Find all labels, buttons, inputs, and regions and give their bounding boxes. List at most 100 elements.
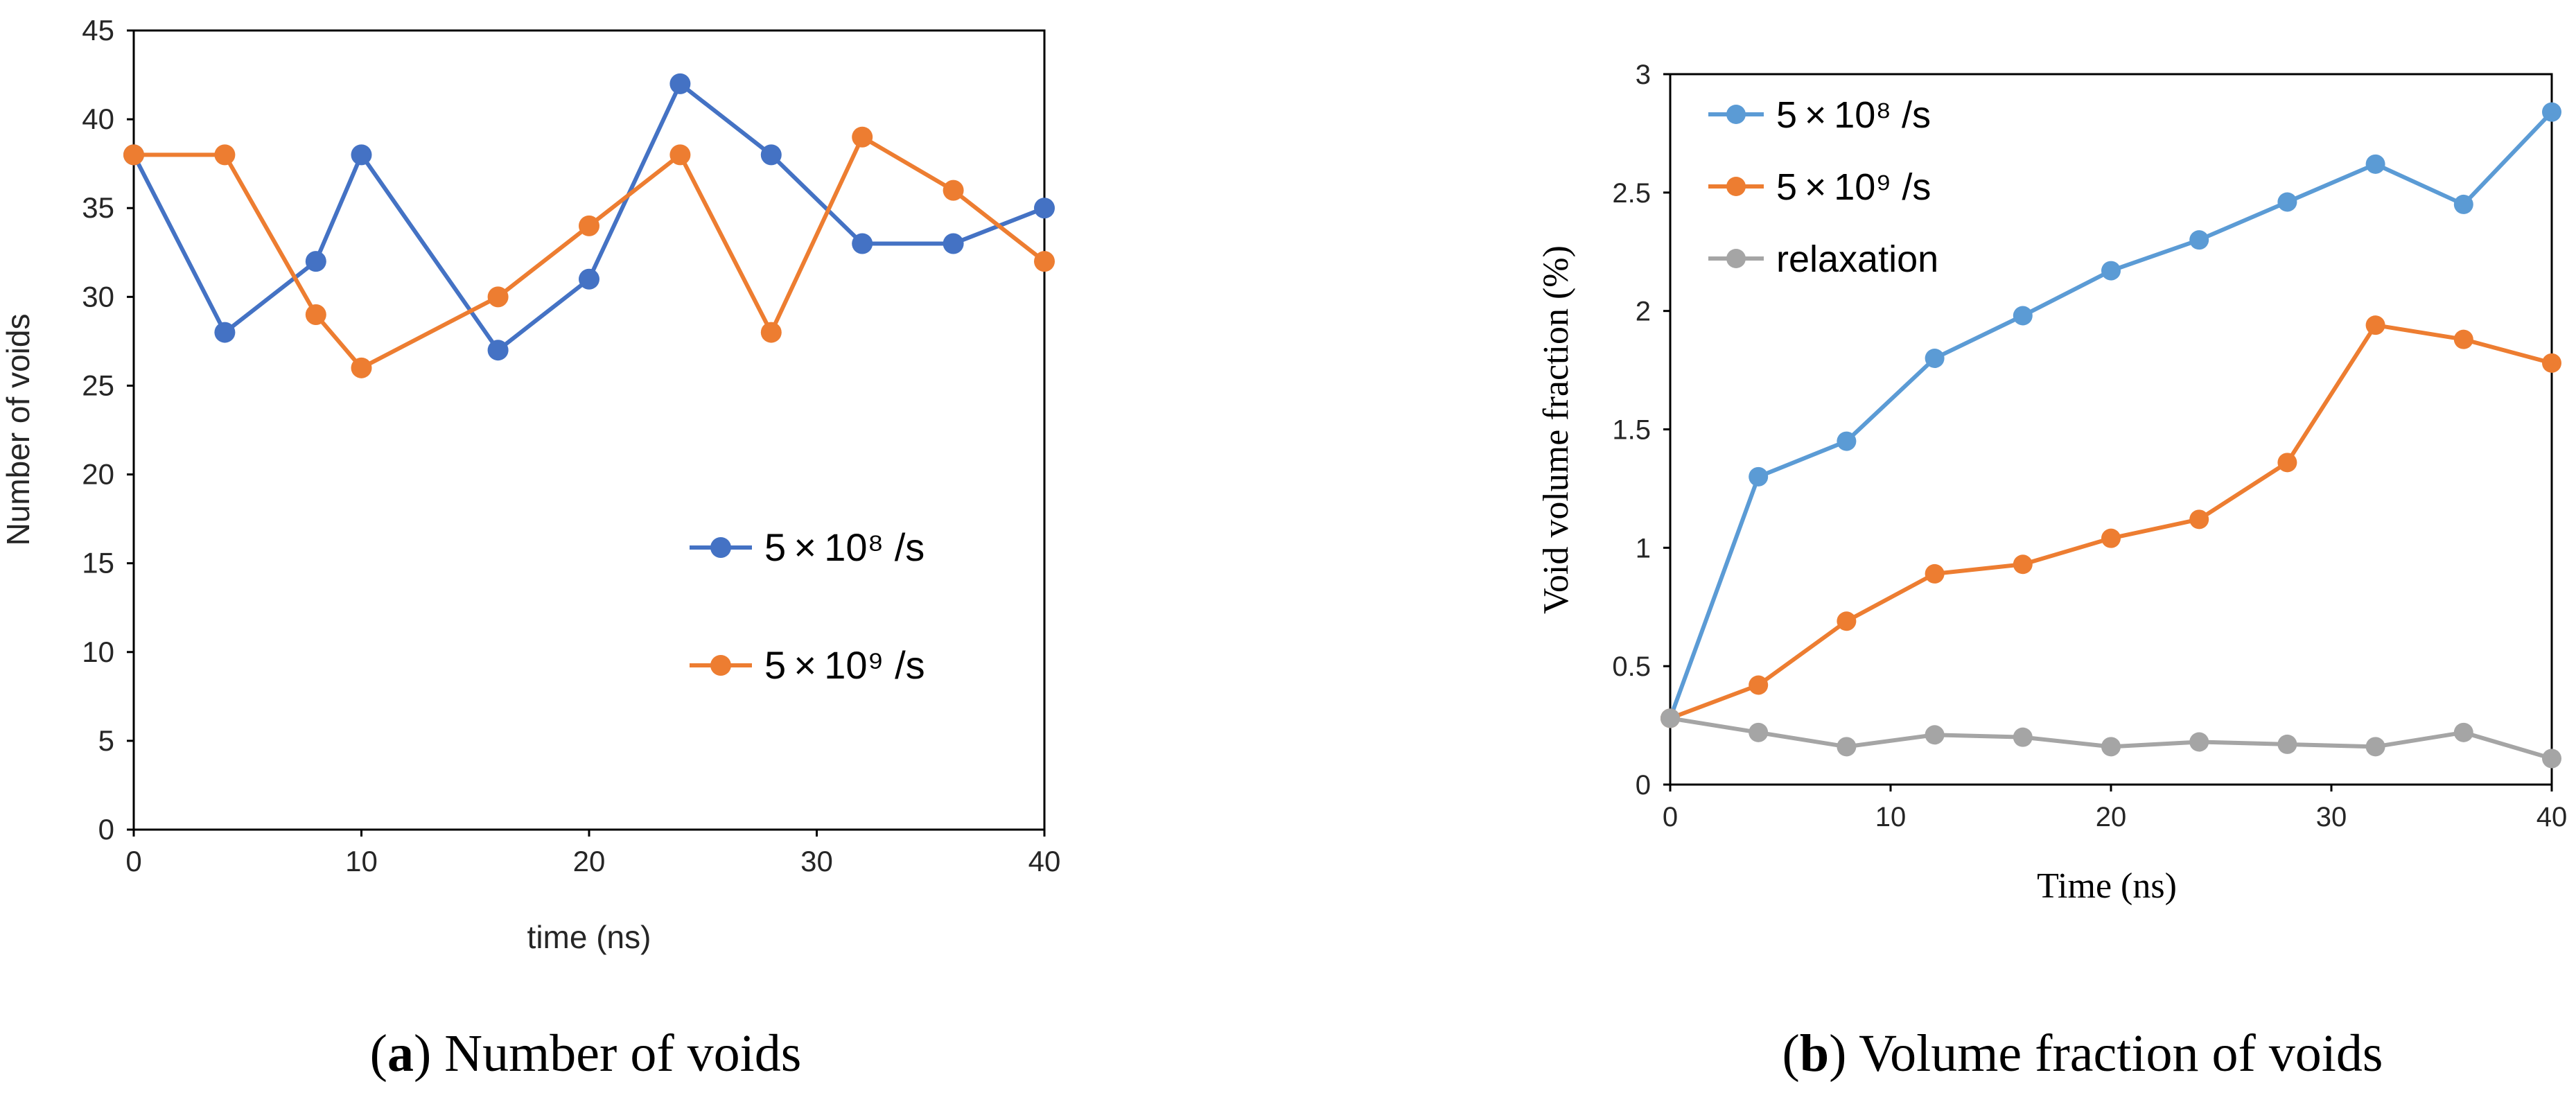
data-point: [2189, 732, 2209, 752]
data-point: [1925, 725, 1945, 745]
data-point: [1837, 737, 1857, 757]
data-point: [305, 251, 326, 272]
data-point: [214, 322, 236, 343]
y-tick-label: 1: [1636, 533, 1651, 563]
y-tick-label: 45: [82, 14, 114, 46]
data-point: [1749, 722, 1769, 742]
data-point: [1749, 466, 1769, 487]
x-tick-label: 20: [2096, 802, 2127, 832]
series-1: [123, 126, 1055, 378]
y-tick-label: 10: [82, 636, 114, 668]
series-line: [134, 134, 1046, 370]
x-tick-label: 0: [1663, 802, 1678, 832]
x-tick-label: 10: [1875, 802, 1907, 832]
plot-frame: [132, 29, 1046, 831]
y-tick-label: 2.5: [1612, 178, 1651, 209]
caption-letter: b: [1800, 1024, 1829, 1083]
series-line: [1669, 323, 2552, 721]
y-tick-label: 40: [82, 103, 114, 135]
legend-label: 5 × 10⁸ /s: [1776, 94, 1931, 136]
legend-label: relaxation: [1776, 238, 1938, 280]
caption-paren: ): [1829, 1024, 1859, 1083]
caption-letter: a: [387, 1024, 414, 1083]
y-tick-label: 0.5: [1612, 651, 1651, 682]
x-tick-label: 0: [125, 845, 141, 877]
data-point: [2365, 154, 2385, 174]
data-point: [2365, 737, 2385, 757]
data-point: [2189, 509, 2209, 530]
series-2: [1661, 708, 2561, 769]
data-point: [669, 73, 691, 94]
data-point: [487, 340, 509, 361]
y-tick-label: 30: [82, 280, 114, 313]
x-axis-title: Time (ns): [2037, 866, 2177, 906]
data-point: [760, 144, 782, 166]
legend-label: 5 × 10⁹ /s: [764, 643, 925, 687]
x-tick-label: 20: [573, 845, 606, 877]
data-point: [2542, 353, 2561, 373]
caption-b: (b) Volume fraction of voids: [1782, 1024, 2383, 1083]
caption-a: (a) Number of voids: [370, 1024, 802, 1083]
y-tick-label: 3: [1636, 60, 1651, 90]
data-point: [2013, 554, 2033, 575]
data-point: [2101, 528, 2121, 548]
y-tick-label: 0: [1636, 770, 1651, 801]
data-point: [579, 215, 599, 236]
x-tick-label: 30: [800, 845, 833, 877]
caption-text: Number of voids: [444, 1024, 801, 1083]
y-tick-label: 5: [98, 724, 114, 757]
data-point: [943, 180, 964, 201]
y-tick-label: 15: [82, 547, 114, 579]
legend-swatch-marker: [1726, 249, 1746, 268]
data-point: [760, 322, 782, 343]
series-0: [1661, 102, 2561, 728]
data-point: [2277, 192, 2297, 212]
data-point: [943, 233, 964, 254]
caption-paren: ): [414, 1024, 444, 1083]
data-point: [1034, 198, 1055, 219]
data-point: [305, 304, 326, 325]
data-point: [1925, 349, 1945, 368]
data-point: [2542, 102, 2561, 122]
data-point: [1749, 675, 1769, 695]
captions: (a) Number of voids (b) Volume fraction o…: [370, 1024, 2383, 1083]
data-point: [214, 144, 236, 166]
caption-text: Volume fraction of voids: [1859, 1024, 2383, 1083]
series-1: [1661, 315, 2561, 728]
x-tick-label: 30: [2316, 802, 2347, 832]
y-tick-label: 0: [98, 813, 114, 846]
data-point: [123, 144, 144, 166]
data-point: [1034, 251, 1055, 272]
data-point: [1925, 563, 1945, 584]
caption-paren: (: [1782, 1024, 1800, 1083]
y-axis-title: Number of voids: [0, 314, 36, 546]
y-tick-label: 1.5: [1612, 415, 1651, 446]
y-tick-label: 35: [82, 191, 114, 224]
data-point: [2453, 194, 2473, 214]
data-point: [1661, 708, 1680, 728]
data-point: [2365, 315, 2385, 335]
x-axis-title: time (ns): [527, 919, 651, 955]
data-point: [2453, 722, 2473, 742]
data-point: [2013, 727, 2033, 747]
y-tick-label: 25: [82, 369, 114, 401]
caption-paren: (: [370, 1024, 387, 1083]
legend-swatch-marker: [710, 537, 731, 558]
chart-number-of-voids: 0 5 10 15 20 25 30 35 40 45 0 10 20 30 40 time (ns) Numb…: [0, 14, 1060, 955]
legend: 5 × 10⁸ /s 5 × 10⁹ /s relaxation: [1708, 94, 1938, 280]
x-tick-label: 40: [1028, 845, 1061, 877]
data-point: [579, 268, 599, 290]
x-tick-label: 40: [2536, 802, 2568, 832]
data-point: [852, 126, 873, 148]
data-point: [487, 286, 509, 308]
x-tick-label: 10: [345, 845, 378, 877]
y-axis-title: Void volume fraction (%): [1536, 245, 1576, 614]
data-point: [2101, 737, 2121, 757]
data-point: [351, 144, 372, 166]
legend-swatch-marker: [1726, 177, 1746, 196]
data-point: [2013, 306, 2033, 326]
data-point: [1837, 431, 1857, 451]
data-point: [2453, 329, 2473, 349]
data-point: [669, 144, 691, 166]
